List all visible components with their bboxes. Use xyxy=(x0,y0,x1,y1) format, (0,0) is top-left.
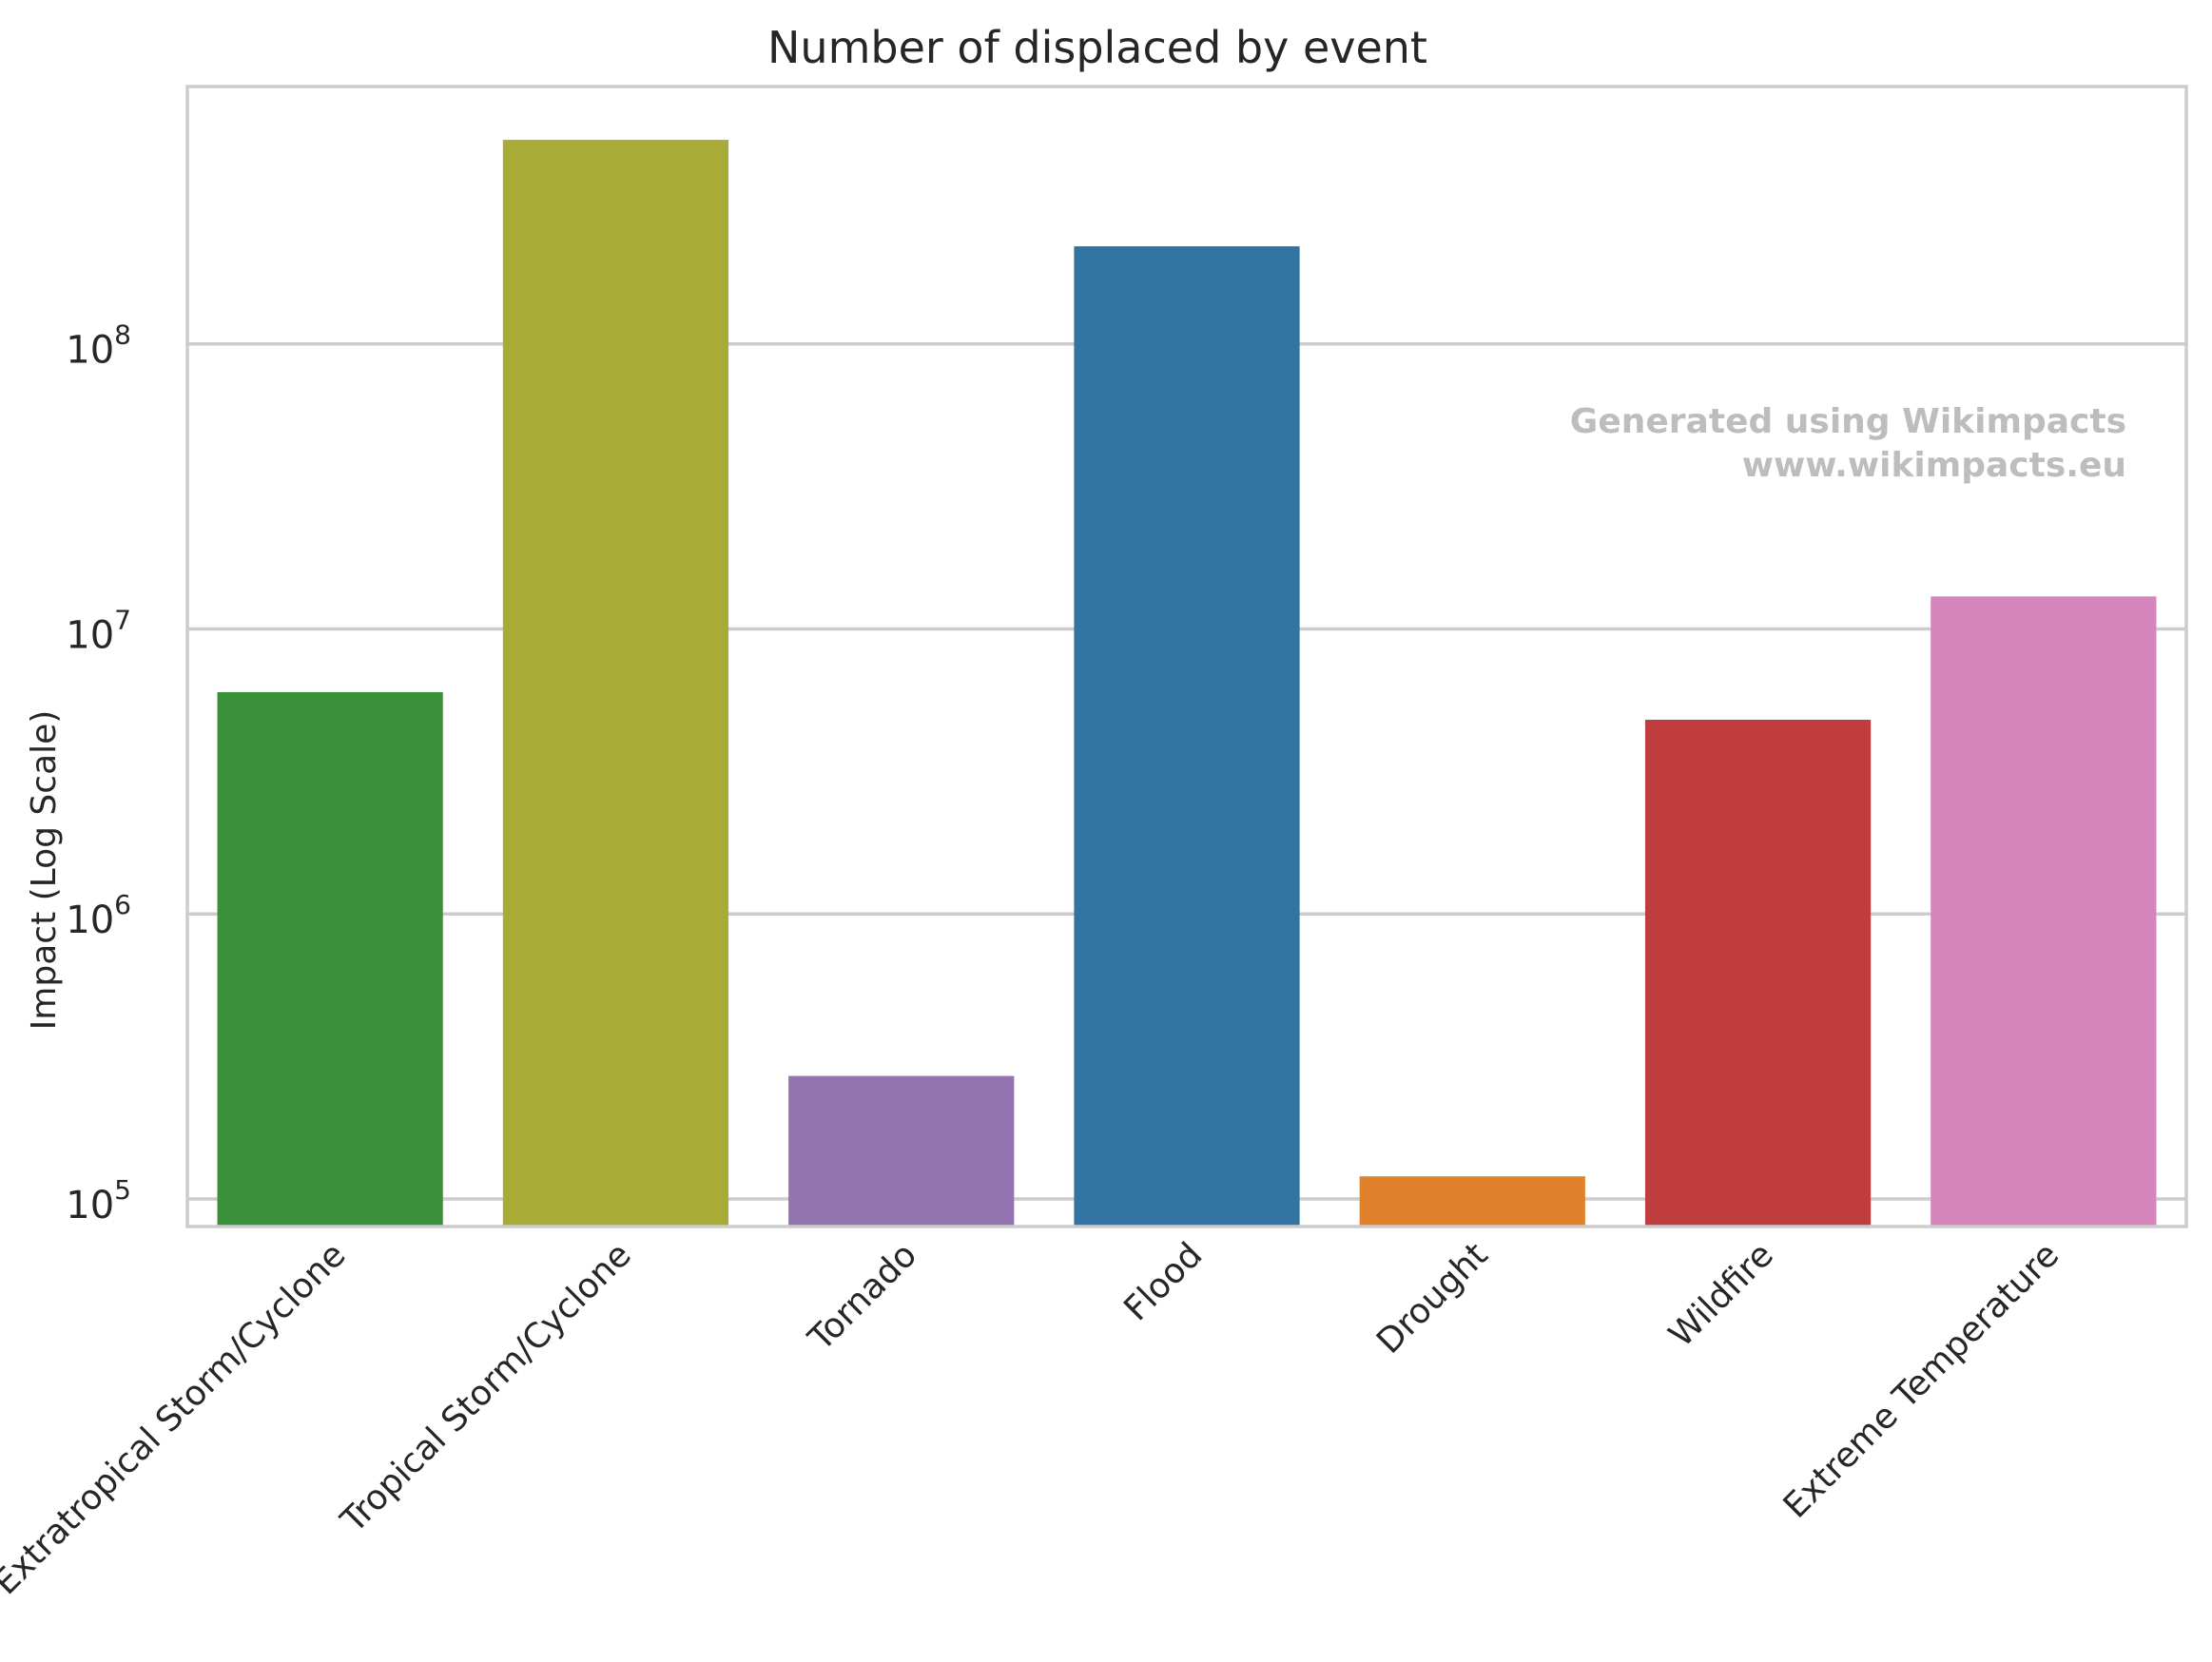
y-tick-label: 108 xyxy=(66,319,131,373)
bar-extratropical-storm-cyclone xyxy=(217,691,443,1227)
chart-title: Number of displaced by event xyxy=(767,22,1427,73)
bar-wildfire xyxy=(1644,719,1872,1227)
watermark: Generated using Wikimpacts www.wikimpact… xyxy=(1570,402,2126,485)
watermark-line-2: www.wikimpacts.eu xyxy=(1742,446,2126,485)
bars xyxy=(217,140,2157,1227)
watermark-line-1: Generated using Wikimpacts xyxy=(1570,402,2126,441)
y-axis-ticks: 105 106 107 108 xyxy=(66,319,131,1227)
bar-tornado xyxy=(788,1075,1015,1227)
y-tick-label: 105 xyxy=(66,1174,131,1227)
bar-drought xyxy=(1359,1176,1585,1227)
bar-tropical-storm-cyclone xyxy=(502,140,729,1227)
bar-flood xyxy=(1074,246,1300,1227)
bar-extreme-temperature xyxy=(1931,596,2157,1227)
y-axis-label: Impact (Log Scale) xyxy=(25,710,64,1031)
y-tick-label: 106 xyxy=(66,889,131,942)
y-tick-label: 107 xyxy=(66,604,131,657)
plot-frame xyxy=(185,85,2188,1228)
